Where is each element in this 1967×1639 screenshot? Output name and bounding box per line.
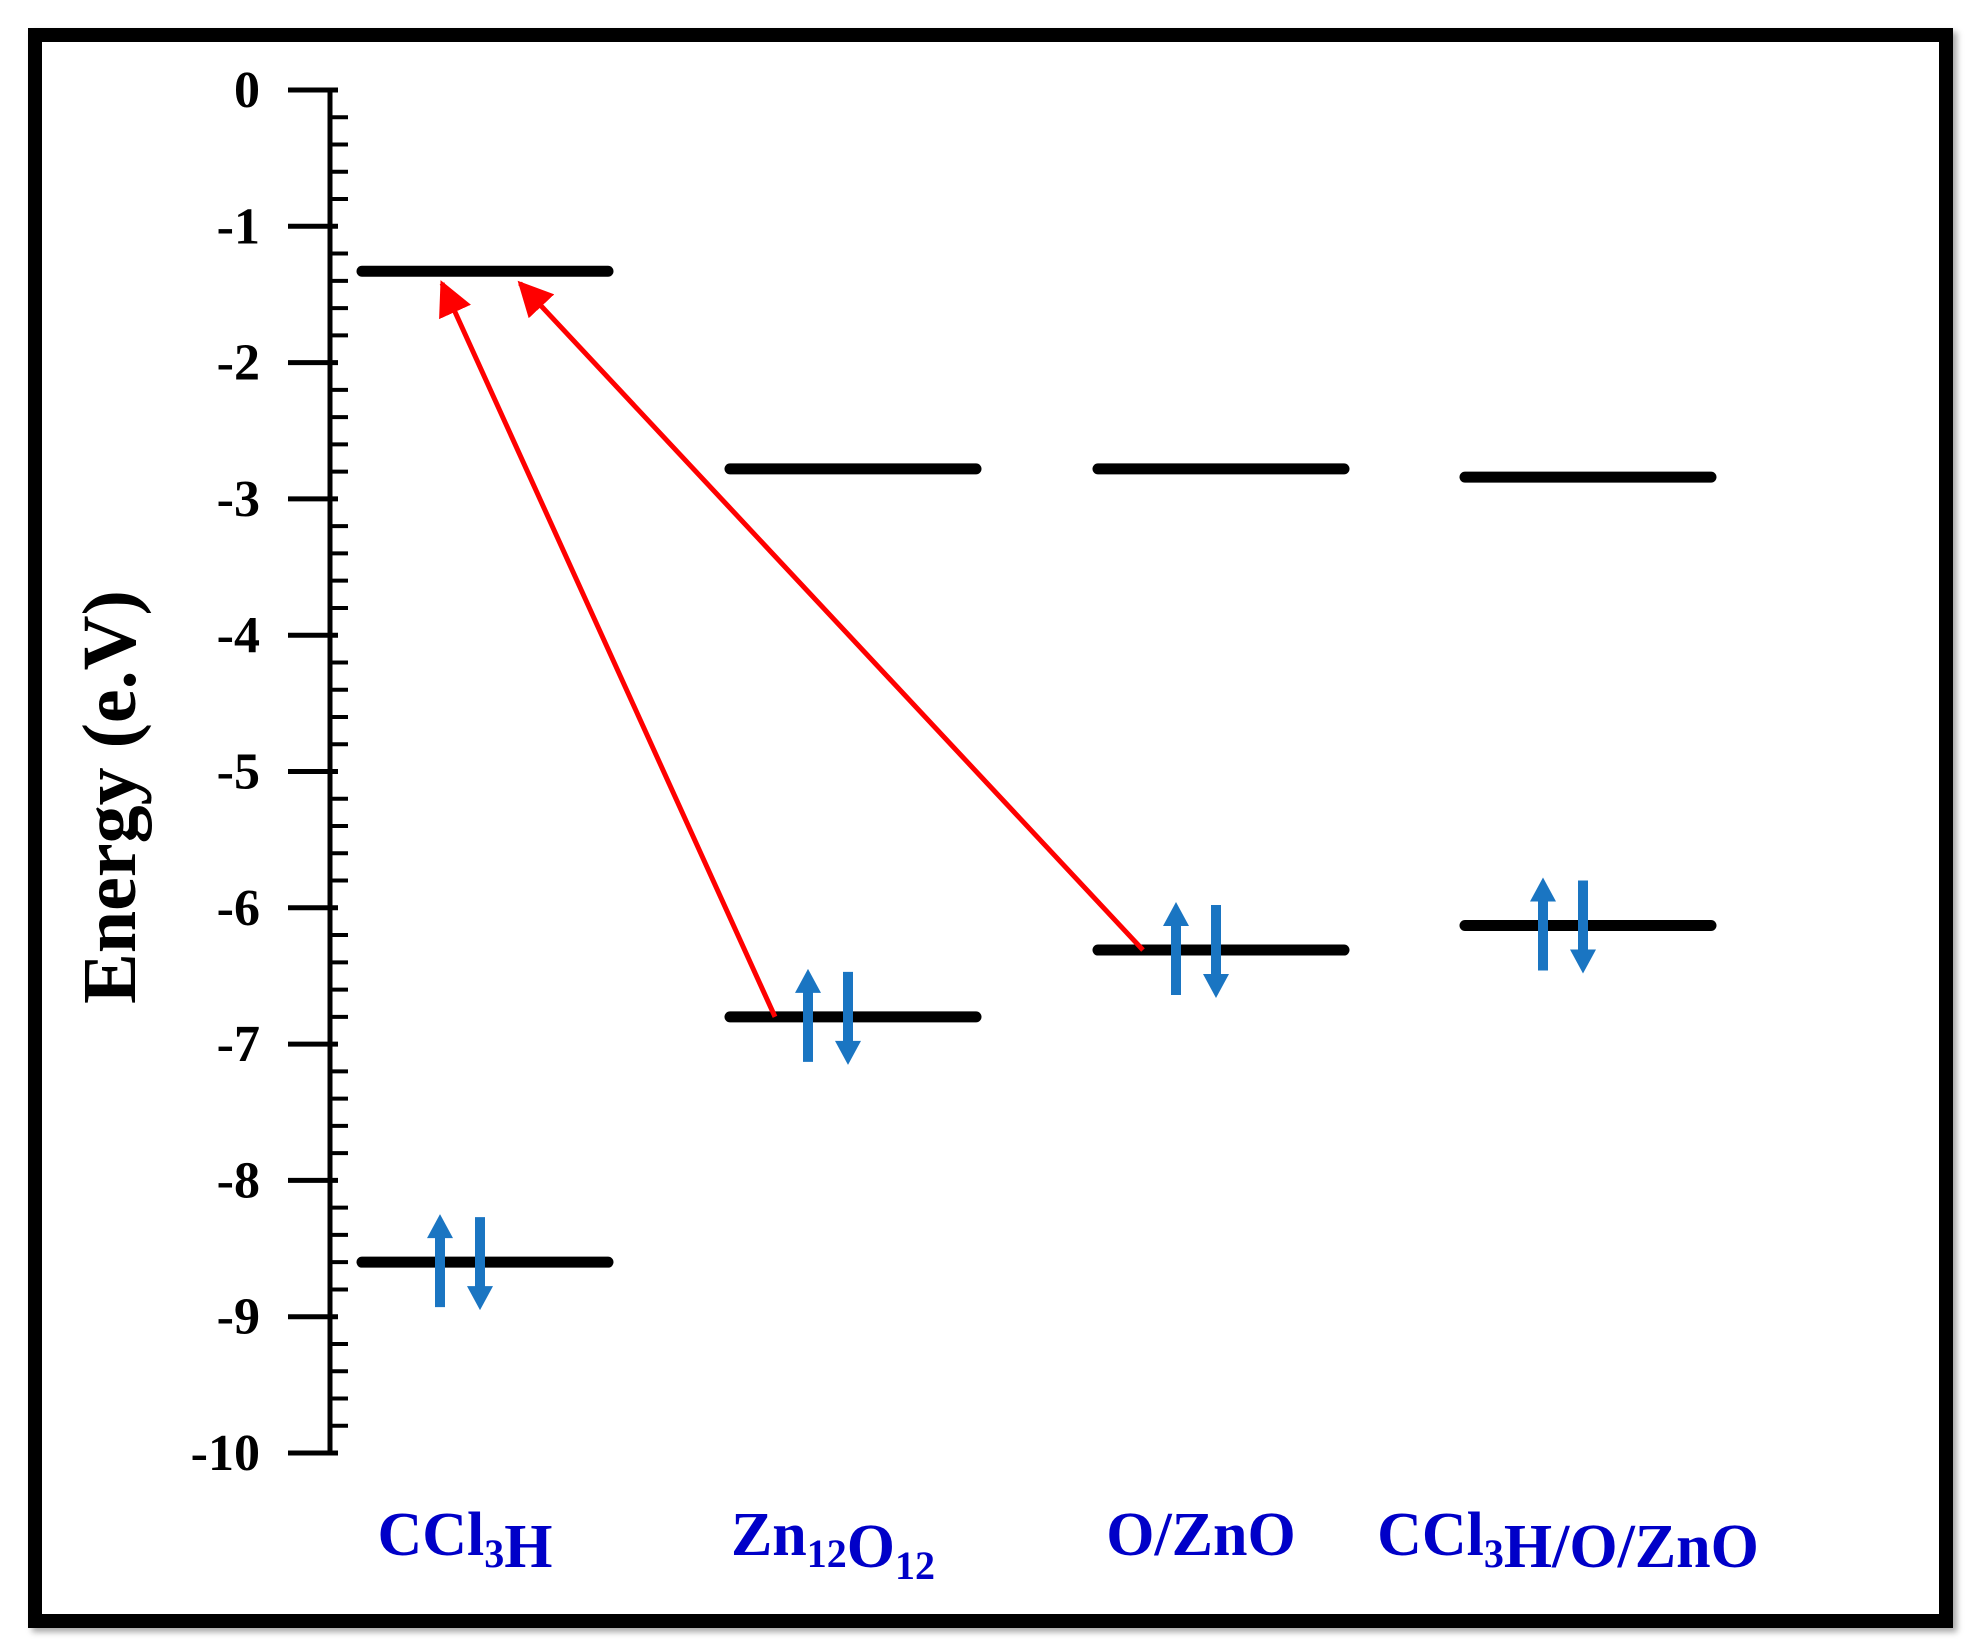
spin-down-arrow	[835, 971, 861, 1065]
spin-down-arrow	[1570, 880, 1596, 974]
y-tick-label: -6	[217, 880, 260, 937]
category-label-CCl3H: CCl3H	[377, 1501, 552, 1581]
spin-up-arrow	[795, 968, 821, 1062]
y-tick-label: -7	[217, 1016, 260, 1073]
y-tick-label: -4	[217, 607, 260, 664]
spin-up-arrow	[1163, 902, 1189, 996]
category-label-Zn12O12: Zn12O12	[731, 1501, 935, 1588]
y-axis-label: Energy (e.V)	[68, 590, 152, 1004]
spin-up-arrow	[427, 1214, 453, 1308]
y-tick-label: -2	[217, 335, 260, 392]
spin-down-arrow	[1203, 905, 1229, 999]
category-label-O/ZnO: O/ZnO	[1106, 1501, 1296, 1569]
y-tick-label: -10	[191, 1425, 260, 1482]
energy-levels	[356, 265, 1717, 1268]
y-tick-label: 0	[234, 62, 260, 119]
chart-frame	[28, 28, 1953, 1628]
y-tick-label: -5	[217, 744, 260, 801]
transition-arrows	[439, 280, 1145, 1018]
transition-arrow-Zn12O12	[439, 280, 778, 1018]
spin-up-arrow	[1530, 877, 1556, 971]
y-tick-label: -9	[217, 1289, 260, 1346]
y-tick-label: -8	[217, 1152, 260, 1209]
category-label-CCl3H/O/ZnO: CCl3H/O/ZnO	[1377, 1501, 1759, 1581]
y-tick-label: -1	[217, 198, 260, 255]
transition-arrow-O/ZnO	[517, 280, 1145, 952]
spin-arrows	[427, 877, 1596, 1311]
y-tick-label: -3	[217, 471, 260, 528]
y-axis: 0 -1 -2 -3 -4 -5 -6 -7 -8 -9 -10	[191, 62, 348, 1482]
category-labels: CCl3H Zn12O12 O/ZnO CCl3H/O/ZnO	[377, 1501, 1758, 1588]
spin-down-arrow	[467, 1217, 493, 1311]
